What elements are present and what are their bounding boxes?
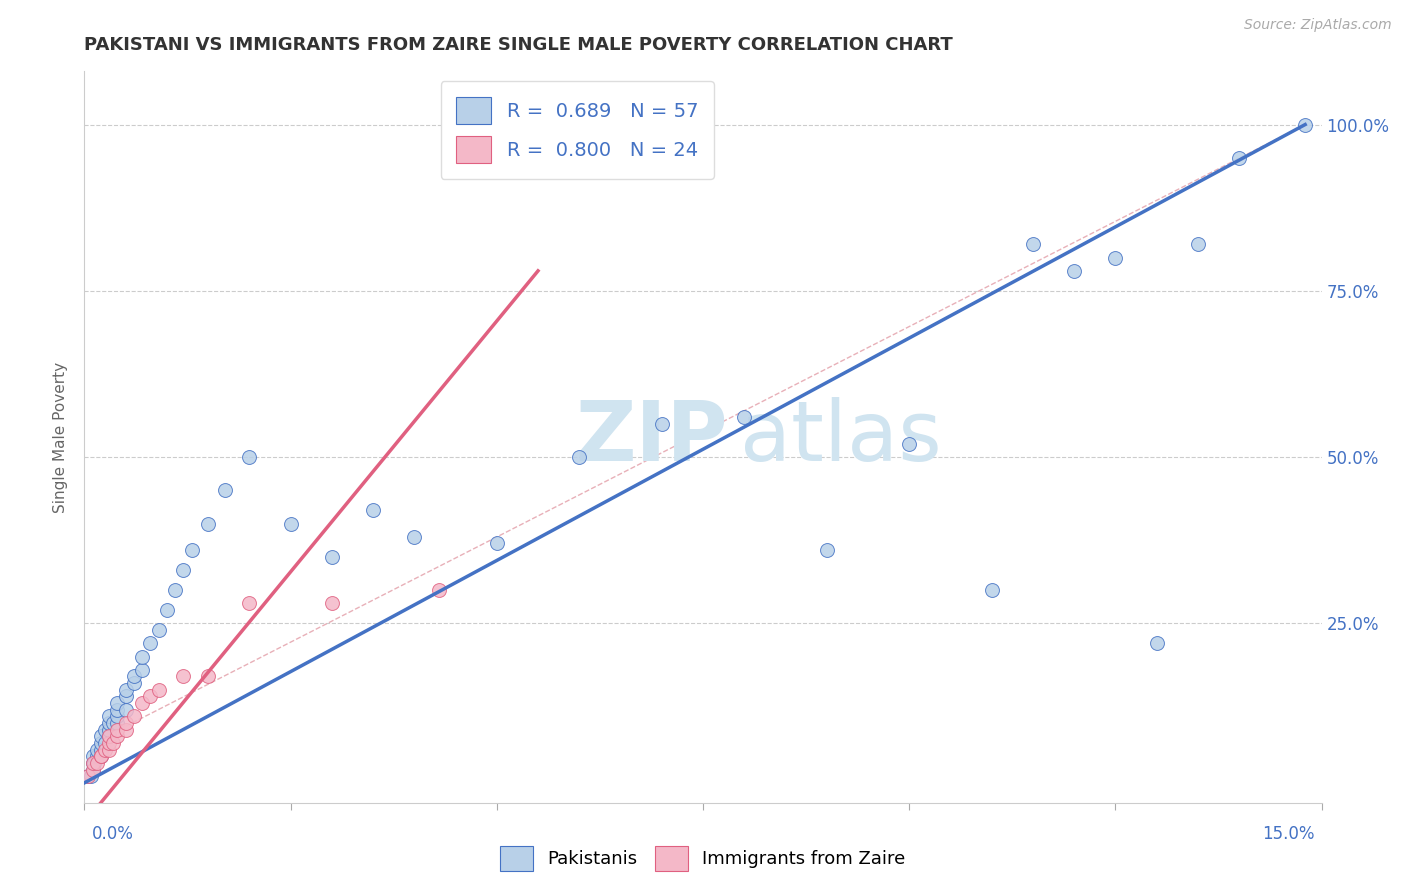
- Point: [90, 749, 112, 764]
- Point: [98, 729, 121, 743]
- Point: [404, 530, 426, 544]
- Point: [105, 696, 128, 710]
- Point: [180, 543, 202, 558]
- Point: [98, 742, 121, 756]
- Text: Source: ZipAtlas.com: Source: ZipAtlas.com: [1244, 18, 1392, 32]
- Point: [815, 543, 838, 558]
- Point: [105, 703, 128, 717]
- Point: [139, 690, 162, 704]
- Point: [733, 410, 755, 425]
- Point: [427, 582, 450, 597]
- Point: [83, 756, 105, 770]
- Text: atlas: atlas: [740, 397, 942, 477]
- Point: [1022, 237, 1045, 252]
- Point: [1294, 118, 1316, 132]
- Point: [80, 769, 103, 783]
- Point: [651, 417, 673, 431]
- Point: [86, 756, 108, 770]
- Point: [148, 623, 170, 637]
- Legend: R =  0.689   N = 57, R =  0.800   N = 24: R = 0.689 N = 57, R = 0.800 N = 24: [440, 81, 714, 179]
- Point: [82, 763, 104, 777]
- Point: [1187, 237, 1209, 252]
- Text: ZIP: ZIP: [575, 397, 728, 477]
- Point: [98, 723, 121, 737]
- Point: [122, 709, 145, 723]
- Point: [131, 696, 153, 710]
- Point: [90, 736, 112, 750]
- Point: [114, 682, 136, 697]
- Point: [485, 536, 508, 550]
- Point: [898, 436, 921, 450]
- Point: [98, 729, 121, 743]
- Point: [114, 703, 136, 717]
- Point: [122, 676, 145, 690]
- Point: [103, 736, 125, 750]
- Point: [114, 723, 136, 737]
- Point: [82, 756, 104, 770]
- Point: [1227, 151, 1250, 165]
- Point: [82, 749, 104, 764]
- Point: [238, 450, 260, 464]
- Point: [197, 669, 219, 683]
- Point: [321, 596, 343, 610]
- Point: [90, 742, 112, 756]
- Point: [98, 736, 121, 750]
- Point: [156, 603, 179, 617]
- Point: [94, 723, 117, 737]
- Point: [105, 716, 128, 731]
- Point: [197, 516, 219, 531]
- Point: [1063, 264, 1085, 278]
- Point: [94, 742, 117, 756]
- Point: [114, 716, 136, 731]
- Text: PAKISTANI VS IMMIGRANTS FROM ZAIRE SINGLE MALE POVERTY CORRELATION CHART: PAKISTANI VS IMMIGRANTS FROM ZAIRE SINGL…: [84, 36, 953, 54]
- Point: [86, 749, 108, 764]
- Point: [98, 709, 121, 723]
- Point: [77, 769, 100, 783]
- Point: [139, 636, 162, 650]
- Point: [238, 596, 260, 610]
- Point: [86, 742, 108, 756]
- Point: [568, 450, 591, 464]
- Point: [103, 716, 125, 731]
- Point: [214, 483, 236, 498]
- Point: [82, 763, 104, 777]
- Point: [148, 682, 170, 697]
- Point: [131, 649, 153, 664]
- Point: [122, 669, 145, 683]
- Point: [980, 582, 1002, 597]
- Point: [90, 749, 112, 764]
- Point: [172, 669, 194, 683]
- Point: [1104, 251, 1126, 265]
- Point: [77, 769, 100, 783]
- Point: [361, 503, 384, 517]
- Point: [165, 582, 187, 597]
- Legend: Pakistanis, Immigrants from Zaire: Pakistanis, Immigrants from Zaire: [494, 838, 912, 879]
- Point: [105, 709, 128, 723]
- Point: [90, 729, 112, 743]
- Text: 0.0%: 0.0%: [91, 825, 134, 843]
- Point: [90, 749, 112, 764]
- Point: [114, 690, 136, 704]
- Y-axis label: Single Male Poverty: Single Male Poverty: [53, 361, 69, 513]
- Point: [105, 729, 128, 743]
- Point: [172, 563, 194, 577]
- Point: [321, 549, 343, 564]
- Point: [280, 516, 302, 531]
- Point: [105, 723, 128, 737]
- Point: [82, 756, 104, 770]
- Text: 15.0%: 15.0%: [1263, 825, 1315, 843]
- Point: [98, 716, 121, 731]
- Point: [131, 663, 153, 677]
- Point: [94, 736, 117, 750]
- Point: [1146, 636, 1168, 650]
